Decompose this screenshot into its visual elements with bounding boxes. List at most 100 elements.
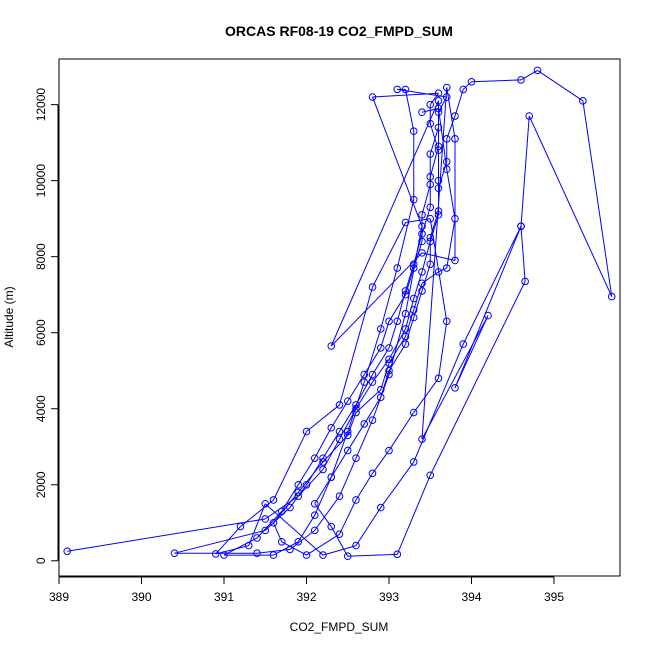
data-point [352, 541, 360, 550]
x-tick-label: 395 [544, 590, 564, 604]
series-segment [438, 108, 448, 170]
data-point [244, 541, 253, 550]
data-point [368, 93, 377, 101]
data-point [385, 355, 393, 364]
series-segment [380, 267, 398, 330]
data-point [484, 311, 492, 320]
data-point [376, 393, 385, 402]
data-point [335, 492, 344, 500]
series-segment [388, 294, 406, 322]
data-point [286, 503, 294, 512]
series-segment [339, 404, 357, 432]
data-point [401, 287, 410, 295]
data-point [294, 537, 303, 546]
series-segment [429, 281, 526, 476]
data-point [385, 344, 393, 352]
data-point [360, 420, 369, 428]
series-segment [289, 529, 316, 550]
data-point [401, 290, 410, 299]
series-segment [322, 431, 340, 459]
series-segment [314, 503, 332, 527]
data-point [319, 465, 327, 474]
y-tick-label: 8000 [34, 243, 48, 270]
series-segment [454, 315, 489, 389]
y-axis-label: Altitude (m) [2, 286, 16, 347]
series-segment [330, 100, 439, 347]
data-point [459, 85, 468, 94]
series-segment [372, 450, 390, 474]
data-point [525, 112, 534, 120]
data-point [294, 480, 303, 489]
data-point [368, 416, 377, 424]
series-segment [462, 226, 522, 345]
series-points [63, 66, 616, 561]
data-point [426, 173, 435, 181]
series-segment [471, 79, 522, 83]
data-point [352, 408, 360, 417]
series-segment [372, 374, 390, 421]
series-segment [421, 87, 448, 440]
series-segment [462, 81, 472, 90]
data-point [302, 427, 311, 436]
data-point [426, 100, 435, 109]
x-tick-label: 393 [379, 590, 399, 604]
series-segment [330, 450, 349, 478]
data-point [343, 431, 352, 440]
data-point [434, 89, 443, 98]
series-segment [297, 469, 324, 497]
series-segment [421, 252, 456, 261]
data-point [418, 435, 426, 443]
data-point [376, 503, 385, 512]
series-segment [355, 473, 373, 501]
series-segment [289, 484, 307, 508]
series-segment [405, 317, 415, 345]
data-point [261, 515, 270, 523]
series-segment [396, 199, 415, 269]
series-segment [240, 499, 274, 527]
series-segment [281, 484, 299, 512]
series-segment [537, 69, 584, 102]
data-point [170, 549, 179, 557]
data-point [368, 378, 377, 386]
data-point [327, 522, 336, 531]
series-segment [330, 431, 349, 478]
data-point [368, 283, 377, 291]
series-segment [380, 321, 390, 349]
data-point [393, 317, 402, 326]
data-point [434, 374, 443, 383]
data-point [327, 473, 336, 481]
data-point [409, 408, 418, 417]
series-segment [223, 537, 258, 556]
series-segment [372, 222, 406, 288]
data-point [385, 446, 393, 455]
series-segment [297, 461, 324, 493]
data-point [442, 165, 451, 174]
data-point [385, 366, 393, 375]
data-point [418, 268, 426, 276]
data-point [319, 458, 327, 466]
data-point [343, 397, 352, 405]
data-point [409, 294, 418, 303]
series-segment [396, 475, 431, 555]
data-point [459, 340, 468, 348]
series-segment [372, 347, 390, 375]
data-point [442, 157, 451, 166]
data-point [426, 119, 435, 128]
series-segment [421, 184, 431, 215]
series-segment [446, 87, 456, 139]
data-point [393, 85, 402, 94]
data-point [579, 97, 587, 105]
data-point [426, 260, 435, 269]
data-point [286, 545, 294, 554]
series-segment [264, 507, 291, 531]
series-segment [520, 226, 526, 282]
x-tick-label: 390 [131, 590, 151, 604]
data-point [409, 127, 418, 136]
data-point [269, 496, 278, 504]
series-segment [347, 553, 398, 557]
series-segment [256, 548, 291, 554]
series-segment [372, 359, 390, 383]
series-segment [438, 267, 447, 273]
data-point [401, 85, 410, 94]
